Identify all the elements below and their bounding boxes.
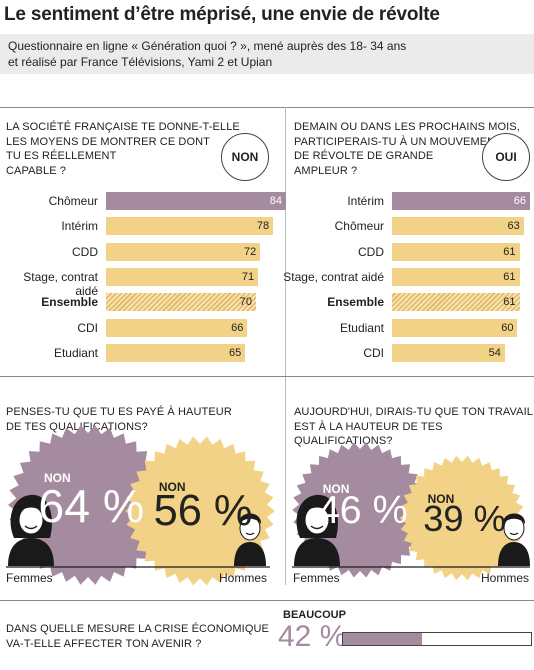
bar-value: 84 [269, 195, 282, 207]
bar-label: CDD [358, 244, 384, 259]
bar-label: CDI [77, 320, 98, 335]
bar [106, 267, 259, 286]
divider-top [0, 107, 534, 108]
bar [106, 242, 261, 261]
bar-value: 61 [503, 270, 516, 283]
bar-label: Intérim [347, 194, 384, 208]
crisis-answer-label: BEAUCOUP [283, 609, 346, 621]
left-bubble-question: PENSES-TU QUE TU ES PAYÉ À HAUTEUR DE TE… [6, 406, 232, 433]
bar [392, 217, 524, 236]
bar [392, 318, 518, 337]
bar-label: Intérim [61, 219, 98, 234]
left-bar-question: LA SOCIÉTÉ FRANÇAISE TE DONNE-T-ELLE LES… [6, 121, 240, 177]
bar [106, 192, 286, 210]
bubble-femmes [8, 425, 168, 585]
bar-label: Ensemble [41, 295, 98, 310]
bar-value: 66 [231, 321, 244, 334]
bar-label: Chômeur [334, 219, 384, 234]
woman-icon-right [294, 494, 340, 566]
bar-value: 66 [513, 195, 526, 207]
subtitle-box: Questionnaire en ligne « Génération quoi… [0, 34, 534, 74]
bar-value: 60 [501, 321, 514, 334]
bar [106, 318, 248, 337]
bubble-answer: NON [322, 481, 350, 496]
bar-label: Stage, contrat aidé [283, 269, 384, 284]
crisis-progress-fill [343, 633, 422, 645]
bar-value: 72 [244, 245, 257, 258]
bar [392, 192, 530, 210]
divider-middle [0, 376, 534, 377]
right-hommes-label: Hommes [481, 571, 530, 585]
bubble-answer: NON [427, 491, 455, 506]
bar-label: CDD [72, 244, 98, 259]
bubble-hommes [125, 436, 275, 586]
bar [106, 293, 256, 312]
left-femmes-label: Femmes [6, 571, 53, 585]
bar-value: 54 [488, 346, 501, 359]
bubble-percent: 46 % [317, 488, 408, 533]
bubble-percent: 39 % [423, 498, 506, 540]
subtitle-line-1: Questionnaire en ligne « Génération quoi… [8, 39, 407, 53]
bar-value: 61 [503, 245, 516, 258]
bar [392, 242, 520, 261]
bubble-answer: NON [44, 471, 71, 486]
crisis-progress-bar [342, 632, 532, 646]
bar-value: 65 [229, 346, 242, 359]
left-answer-badge: NON [221, 133, 269, 181]
bar-value: 63 [507, 220, 520, 233]
bar-value: 61 [503, 296, 516, 309]
page-title: Le sentiment d’être méprisé, une envie d… [4, 4, 440, 25]
right-bar-question: DEMAIN OU DANS LES PROCHAINS MOIS, PARTI… [294, 121, 520, 177]
bar-label: CDI [363, 345, 384, 360]
man-icon [234, 513, 266, 566]
man-icon-right [498, 513, 530, 566]
bubble-percent: 56 % [153, 487, 253, 536]
bar-label: Chômeur [48, 194, 98, 208]
woman-icon [8, 494, 54, 566]
bubble-percent: 64 % [38, 480, 145, 533]
bar-value: 78 [256, 220, 270, 233]
bar [106, 217, 274, 236]
bar [392, 293, 520, 312]
bar [392, 267, 520, 286]
right-answer-badge: OUI [482, 133, 530, 181]
bar-label: Ensemble [327, 295, 384, 310]
divider-bottom [0, 600, 534, 601]
bar [392, 343, 505, 362]
bubble-hommes [399, 455, 525, 581]
subtitle-line-2: et réalisé par France Télévisions, Yami … [8, 55, 273, 69]
left-hommes-label: Hommes [219, 571, 268, 585]
crisis-percent: 42 % [278, 620, 347, 653]
right-bubble-question: AUJOURD'HUI, DIRAIS-TU QUE TON TRAVAIL E… [294, 406, 533, 447]
bar-label: Etudiant [53, 345, 98, 360]
crisis-question: DANS QUELLE MESURE LA CRISE ÉCONOMIQUE V… [6, 623, 269, 650]
bar-value: 70 [239, 296, 252, 309]
bar-value: 71 [241, 270, 255, 283]
bubble-answer: NON [158, 479, 186, 494]
bar-label: Stage, contrat aidé [23, 269, 98, 298]
bar-label: Etudiant [339, 320, 384, 335]
divider-vertical [285, 107, 286, 585]
right-femmes-label: Femmes [293, 571, 340, 585]
bar [106, 343, 246, 362]
